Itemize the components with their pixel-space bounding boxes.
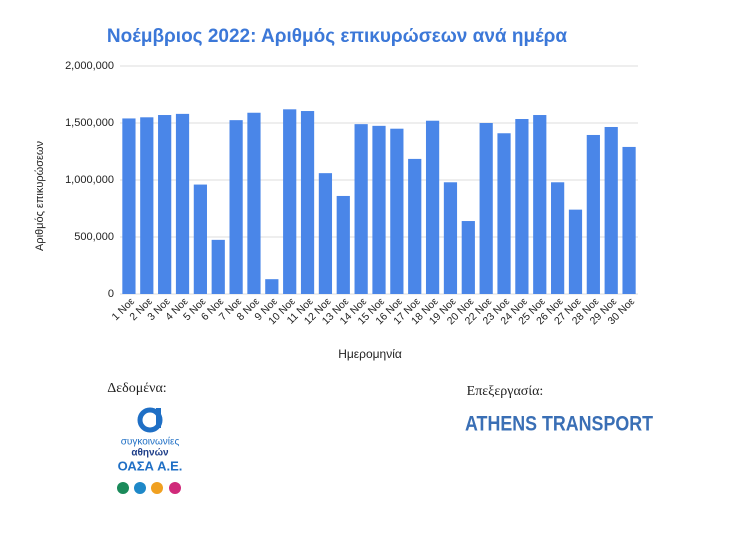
bar — [443, 182, 458, 294]
logo-text: ΟΑΣΑ Α.Ε. — [118, 458, 183, 473]
bar — [390, 128, 404, 294]
bar — [211, 239, 225, 294]
bar — [586, 134, 600, 294]
transport-icon — [169, 482, 181, 494]
bar — [354, 124, 368, 294]
bar — [461, 221, 475, 294]
bar — [425, 120, 440, 294]
y-tick-label: 1,000,000 — [65, 174, 114, 186]
bar — [408, 158, 422, 294]
bar — [497, 133, 511, 294]
logo-text: συγκοινωνίες — [121, 436, 180, 448]
bar — [283, 109, 297, 294]
y-axis-title: Αριθμός επικυρώσεων — [34, 140, 46, 251]
logo-mark — [156, 408, 161, 428]
x-axis-title: Ημερομηνία — [338, 347, 402, 361]
y-tick-label: 1,500,000 — [65, 117, 114, 129]
bar — [533, 115, 547, 295]
y-tick-label: 2,000,000 — [65, 60, 114, 72]
bar — [158, 115, 172, 295]
data-source-label: Δεδομένα: — [107, 381, 166, 396]
y-tick-label: 0 — [108, 288, 114, 300]
transport-icon — [134, 482, 146, 494]
bar — [551, 182, 565, 294]
bar — [515, 119, 529, 294]
bar — [265, 279, 279, 294]
bar — [140, 117, 154, 294]
oasa-logo: συγκοινωνίες αθηνών ΟΑΣΑ Α.Ε. — [117, 407, 183, 494]
bar — [193, 184, 207, 294]
bar — [622, 146, 636, 294]
credit-label: Επεξεργασία: — [467, 384, 544, 399]
bar — [122, 118, 136, 294]
bar — [568, 209, 583, 294]
bar — [372, 125, 386, 294]
bar — [247, 112, 261, 295]
bar — [336, 195, 350, 294]
bar — [479, 123, 493, 294]
y-tick-label: 500,000 — [74, 231, 114, 243]
transport-icon — [117, 482, 129, 494]
bar — [175, 113, 190, 294]
bar — [300, 111, 315, 294]
transport-icon — [151, 482, 163, 494]
bar — [318, 173, 333, 294]
bar — [604, 126, 618, 295]
credit-brand: ATHENS TRANSPORT — [465, 413, 653, 436]
logo-text: αθηνών — [131, 448, 169, 459]
bar — [229, 120, 243, 295]
chart-title: Νοέμβριος 2022: Αριθμός επικυρώσεων ανά … — [107, 26, 567, 47]
